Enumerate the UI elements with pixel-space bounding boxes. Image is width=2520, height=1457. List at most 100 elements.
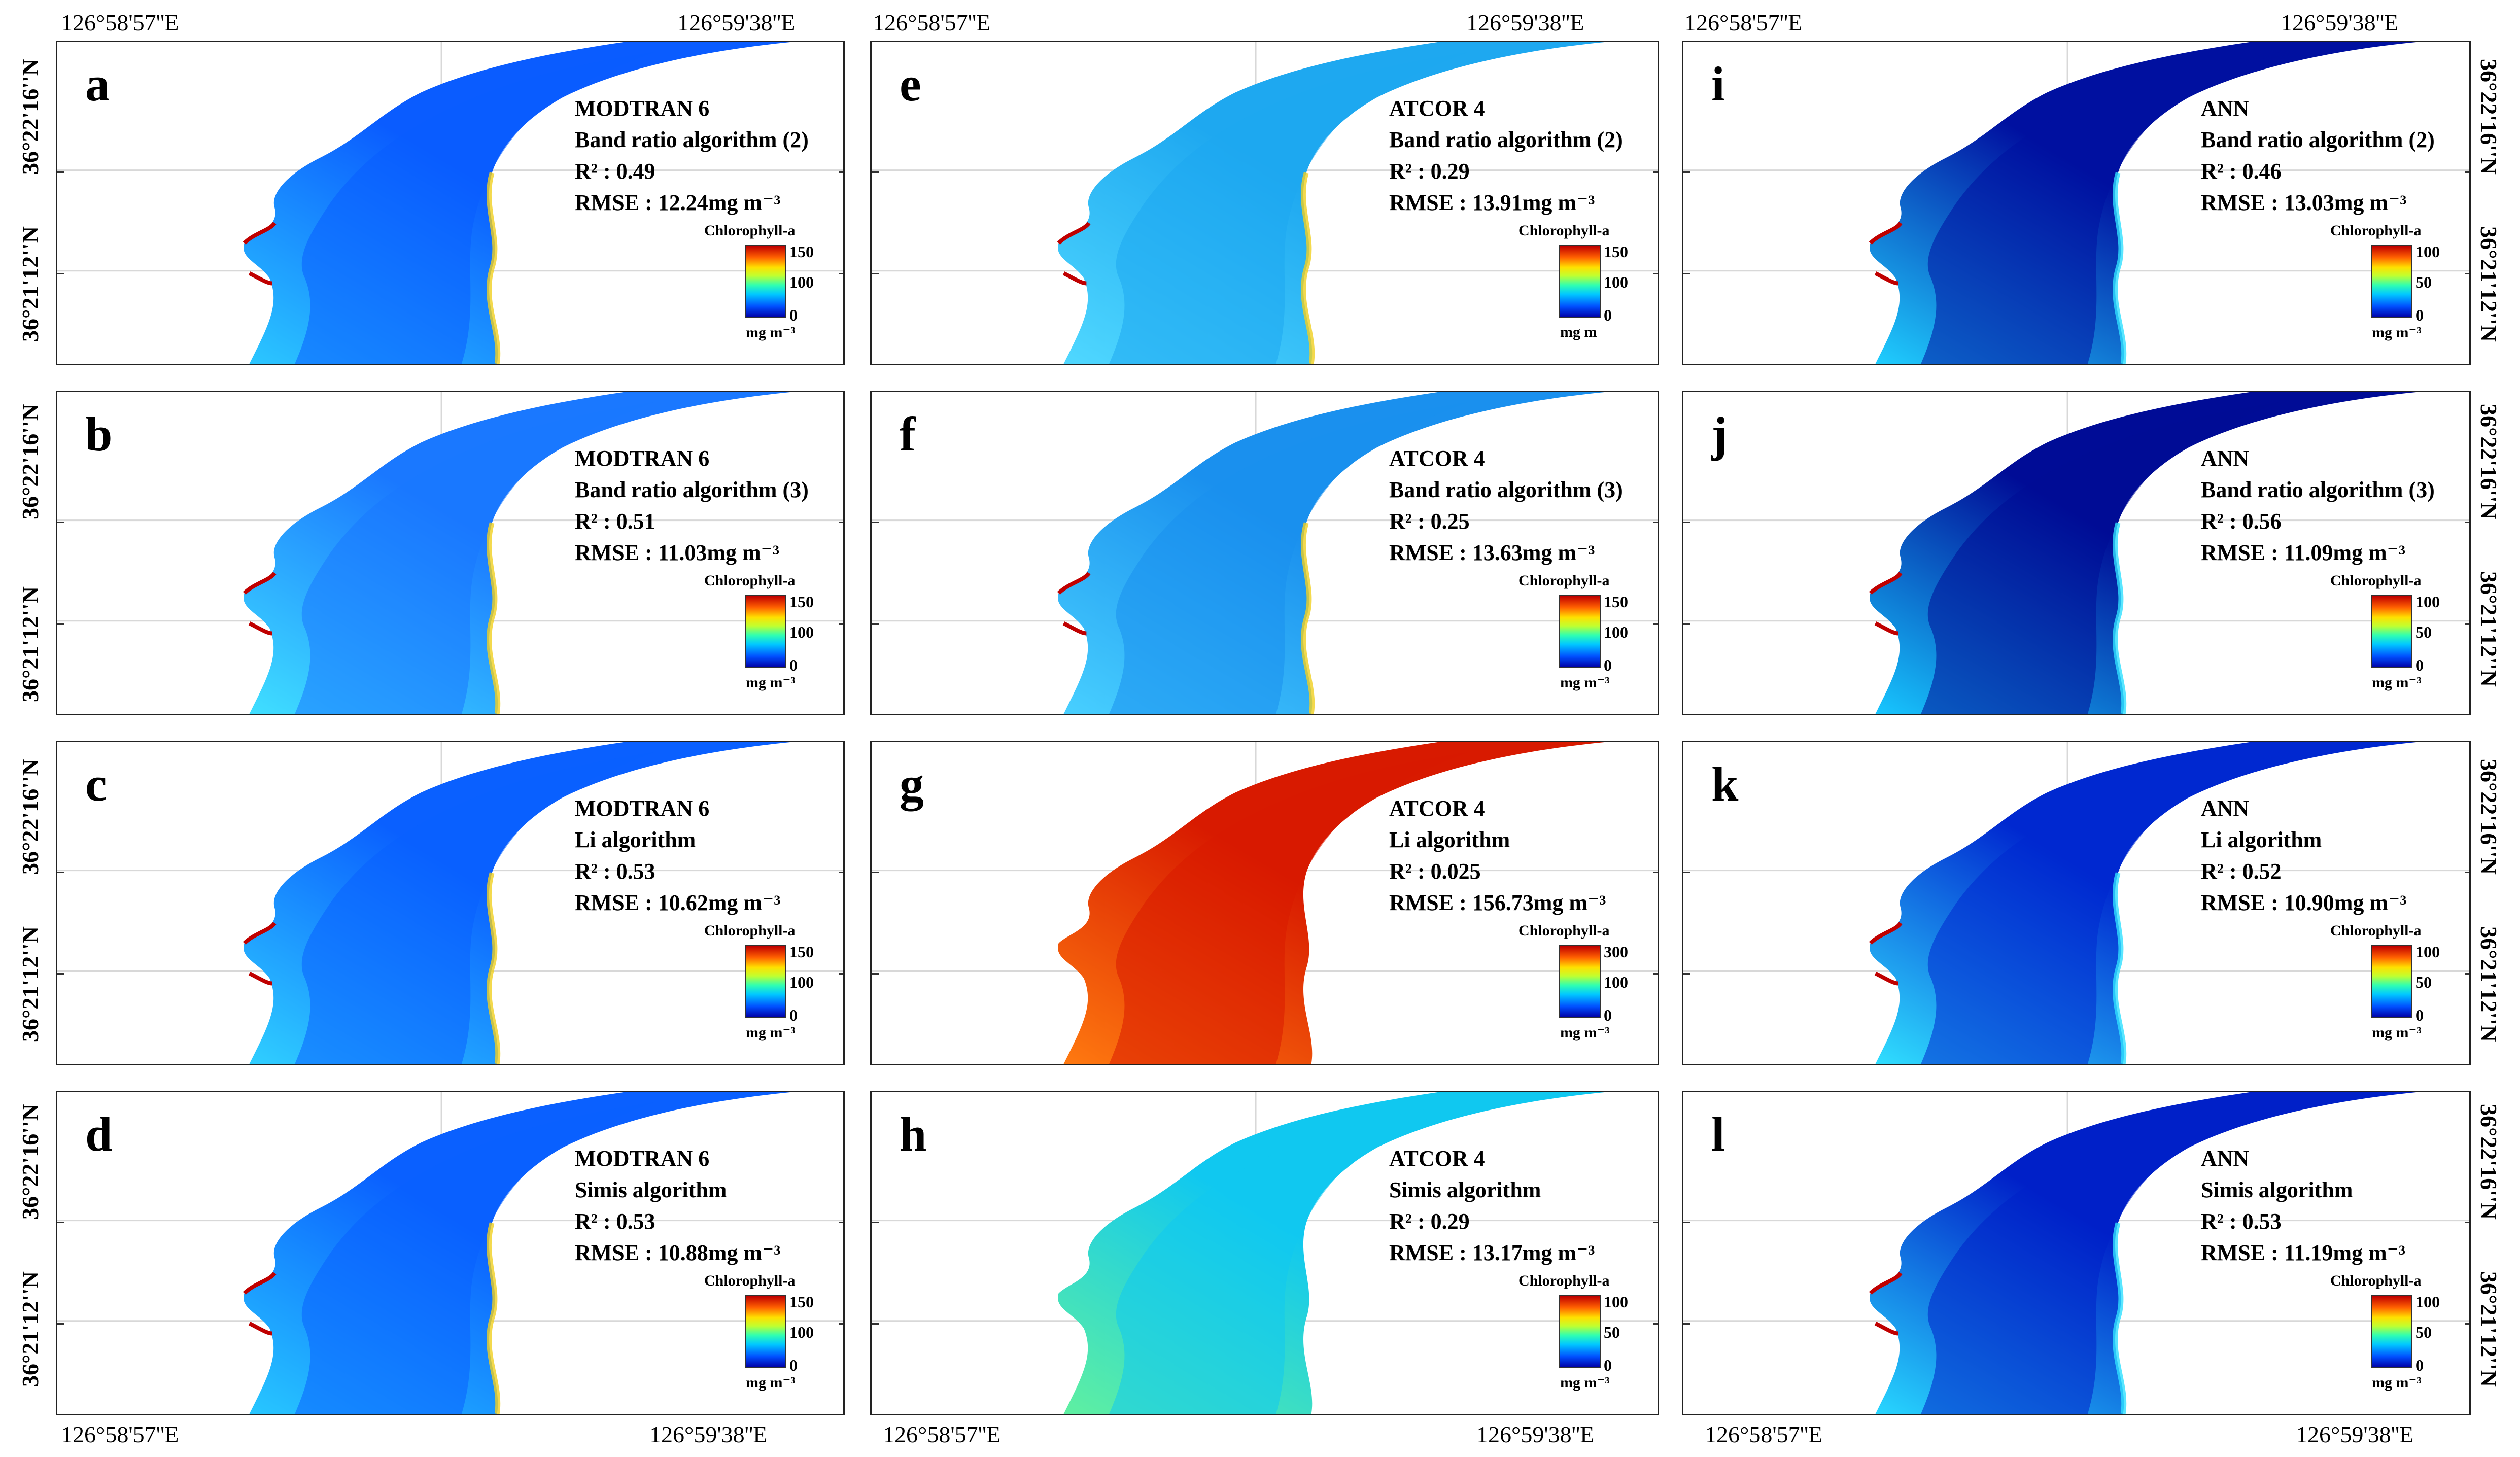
axis-tick [872, 1323, 879, 1325]
colorbar-legend: Chlorophyll-a 300 100 0 mg m⁻³ [1518, 922, 1635, 1049]
info-model: ANN [2201, 96, 2250, 121]
axis-tick [839, 1323, 843, 1325]
legend-unit: mg m⁻³ [2372, 1374, 2422, 1391]
bank-highlight [2112, 522, 2127, 714]
colorbar-legend: Chlorophyll-a 100 50 0 mg m⁻³ [2330, 922, 2447, 1049]
axis-tick [1653, 1323, 1658, 1325]
panel-info: ANN Simis algorithm R² : 0.53 RMSE : 11.19m… [2201, 1143, 2405, 1269]
axis-tick [1683, 872, 1690, 873]
colorbar [745, 1295, 786, 1368]
legend-scale-value: 150 [789, 593, 814, 611]
info-r2: R² : 0.53 [575, 859, 655, 884]
legend-unit: mg m [1560, 324, 1597, 340]
colorbar [1559, 245, 1601, 318]
legend-unit: mg m⁻³ [2372, 324, 2422, 341]
info-r2: R² : 0.51 [575, 509, 655, 534]
legend-scale-value: 0 [1604, 1006, 1612, 1024]
legend-unit: mg m⁻³ [746, 1024, 796, 1041]
right-lat-north-row4: 36°22'16''N [2476, 1104, 2502, 1220]
inlet-highlight [243, 1272, 277, 1336]
map-panel-j: j ANN Band ratio algorithm (3) R² : 0.56 RMS… [1682, 391, 2471, 715]
axis-tick [1653, 973, 1658, 975]
panel-info: MODTRAN 6 Li algorithm R² : 0.53 RMSE : 10.… [575, 793, 781, 919]
chlorophyll-map-d [57, 1092, 843, 1414]
legend-scale-value: 100 [1604, 623, 1628, 641]
axis-tick [57, 872, 64, 873]
axis-tick [1653, 171, 1658, 173]
map-panel-c: c MODTRAN 6 Li algorithm R² : 0.53 RMSE : 10… [56, 741, 845, 1065]
info-r2: R² : 0.29 [1389, 159, 1470, 184]
info-rmse: RMSE : 11.19mg m⁻³ [2201, 1240, 2406, 1265]
info-rmse: RMSE : 10.62mg m⁻³ [575, 890, 781, 915]
panel-letter: c [85, 757, 107, 811]
legend-scale-value: 50 [2415, 623, 2432, 641]
legend-scale-value: 0 [2415, 1356, 2424, 1374]
colorbar [2371, 245, 2412, 318]
bank-highlight [486, 522, 501, 714]
axis-tick [1683, 1222, 1690, 1223]
colorbar [1559, 1295, 1601, 1368]
legend-scale-value: 0 [2415, 1006, 2424, 1024]
chlorophyll-map-i [1683, 42, 2469, 364]
info-r2: R² : 0.25 [1389, 509, 1470, 534]
legend-scale-value: 50 [2415, 273, 2432, 291]
legend-scale-value: 300 [1604, 943, 1628, 961]
river-channel [1921, 1102, 2280, 1414]
panel-info: MODTRAN 6 Simis algorithm R² : 0.53 RMSE : … [575, 1143, 781, 1269]
colorbar-legend: Chlorophyll-a 100 50 0 mg m⁻³ [1518, 1272, 1635, 1399]
panel-info: ATCOR 4 Band ratio algorithm (3) R² : 0.25… [1389, 443, 1623, 569]
panel-info: ANN Band ratio algorithm (2) R² : 0.46 RMSE… [2201, 93, 2435, 219]
info-algorithm: Band ratio algorithm (2) [2201, 127, 2435, 152]
info-r2: R² : 0.46 [2201, 159, 2282, 184]
legend-scale-value: 0 [789, 656, 798, 674]
map-panel-a: a MODTRAN 6 Band ratio algorithm (2) R² : 0… [56, 41, 845, 365]
axis-tick [2465, 872, 2469, 873]
panel-letter: h [900, 1107, 927, 1161]
panel-letter: b [85, 407, 113, 461]
river-channel [1109, 402, 1468, 714]
legend-title: Chlorophyll-a [2330, 572, 2422, 589]
legend-title: Chlorophyll-a [704, 572, 796, 589]
info-model: ANN [2201, 446, 2250, 471]
panel-info: ATCOR 4 Band ratio algorithm (2) R² : 0.29… [1389, 93, 1623, 219]
left-lat-north-row4: 36°22'16''N [17, 1104, 43, 1220]
right-lat-north-row3: 36°22'16''N [2476, 759, 2502, 875]
legend-unit: mg m⁻³ [746, 324, 796, 341]
colorbar-legend: Chlorophyll-a 100 50 0 mg m⁻³ [2330, 1272, 2447, 1399]
legend-scale-value: 50 [2415, 973, 2432, 991]
map-panel-f: f ATCOR 4 Band ratio algorithm (3) R² : 0.2… [870, 391, 1659, 715]
inlet-highlight [1869, 572, 1903, 636]
bank-highlight [2112, 872, 2127, 1064]
legend-title: Chlorophyll-a [1518, 922, 1610, 939]
bank-highlight [486, 172, 501, 364]
colorbar [2371, 595, 2412, 668]
panel-info: MODTRAN 6 Band ratio algorithm (2) R² : 0.… [575, 93, 809, 219]
bottom-lon-east-1: 126°59'38''E [649, 1421, 768, 1447]
legend-scale-value: 100 [2415, 593, 2440, 611]
panel-info: ANN Band ratio algorithm (3) R² : 0.56 RMSE… [2201, 443, 2435, 569]
legend-scale-value: 0 [2415, 656, 2424, 674]
legend-title: Chlorophyll-a [1518, 222, 1610, 239]
panel-letter: l [1711, 1107, 1725, 1161]
info-rmse: RMSE : 10.88mg m⁻³ [575, 1240, 781, 1265]
colorbar-legend: Chlorophyll-a 150 100 0 mg m [1518, 222, 1635, 349]
chlorophyll-map-h [872, 1092, 1658, 1414]
legend-scale-value: 150 [789, 1293, 814, 1311]
inlet-highlight [1869, 1272, 1903, 1336]
legend-scale-value: 150 [1604, 242, 1628, 261]
axis-tick [872, 973, 879, 975]
chlorophyll-map-g [872, 742, 1658, 1064]
info-r2: R² : 0.53 [575, 1209, 655, 1234]
inlet-highlight [1869, 922, 1903, 986]
info-model: ATCOR 4 [1389, 796, 1485, 821]
legend-title: Chlorophyll-a [2330, 922, 2422, 939]
top-lon-east-3: 126°59'38''E [2281, 10, 2399, 36]
river-channel [1109, 752, 1468, 1064]
info-model: MODTRAN 6 [575, 1146, 710, 1171]
legend-scale-value: 100 [789, 623, 814, 641]
info-rmse: RMSE : 13.63mg m⁻³ [1389, 540, 1595, 565]
axis-tick [872, 171, 879, 173]
right-lat-south-row1: 36°21'12''N [2476, 226, 2502, 342]
river-channel [1109, 1102, 1468, 1414]
chlorophyll-map-k [1683, 742, 2469, 1064]
